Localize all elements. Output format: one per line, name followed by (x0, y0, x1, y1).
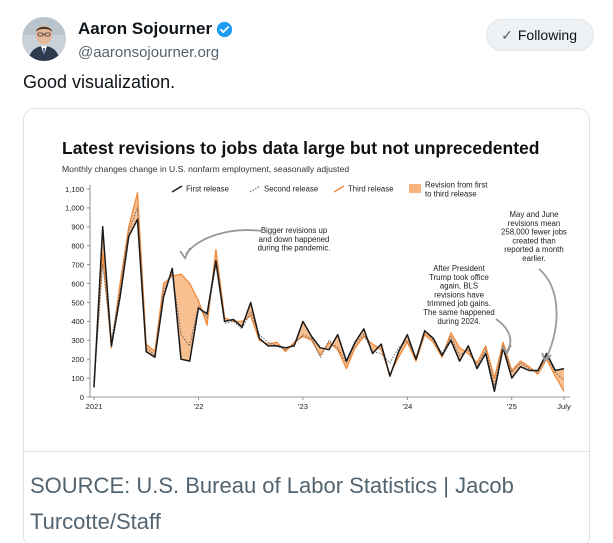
y-tick-label: 0 (80, 393, 84, 402)
x-tick-label: July (557, 402, 571, 411)
annotation-trump: After President Trump took office again, B… (423, 264, 495, 326)
y-tick-label: 800 (71, 242, 84, 251)
first-release-line (93, 218, 565, 393)
revision-band (94, 192, 564, 392)
check-icon: ✓ (501, 26, 513, 43)
x-tick-label: ’25 (507, 402, 517, 411)
y-tick-label: 600 (71, 279, 84, 288)
y-tick-label: 400 (71, 317, 84, 326)
legend-band-swatch (409, 184, 421, 193)
media-divider (24, 451, 589, 452)
author-display-name[interactable]: Aaron Sojourner (78, 19, 213, 38)
x-tick-label: ’22 (193, 402, 203, 411)
legend-second-label: Second release (264, 185, 318, 194)
following-button[interactable]: ✓ Following (486, 19, 594, 51)
chart-subtitle: Monthly changes change in U.S. nonfarm e… (62, 164, 349, 174)
chart-background (24, 109, 589, 451)
chart-legend: First release Second release Third release… (171, 181, 488, 199)
annotation-may-june: May and June revisions mean 258,000 fewer … (501, 210, 567, 263)
x-tick-label: ’24 (402, 402, 412, 411)
series-lines (93, 192, 565, 393)
avatar-portrait-icon (22, 17, 66, 61)
legend-first-label: First release (186, 185, 229, 194)
y-tick-label: 900 (71, 223, 84, 232)
author-info: Aaron Sojourner @aaronsojourner.org (78, 19, 233, 61)
legend-second-swatch (249, 185, 261, 193)
post-header: Aaron Sojourner @aaronsojourner.org ✓ Fo… (22, 13, 594, 65)
author-handle[interactable]: @aaronsojourner.org (78, 44, 220, 61)
x-tick-label: ’23 (298, 402, 308, 411)
y-tick-label: 1,100 (65, 185, 84, 194)
revision-band-area (94, 192, 564, 392)
y-tick-label: 500 (71, 298, 84, 307)
x-tick-label: 2021 (86, 402, 103, 411)
post-text: Good visualization. (23, 72, 176, 92)
media-caption: SOURCE: U.S. Bureau of Labor Statistics … (30, 473, 514, 534)
media-card[interactable]: Latest revisions to jobs data large but … (23, 108, 590, 543)
legend-band-label: Revision from first to third release (425, 181, 488, 199)
annotation-pandemic: Bigger revisions up and down happened duri… (258, 226, 331, 253)
verified-badge-icon (216, 21, 233, 37)
chart-title: Latest revisions to jobs data large but … (62, 138, 539, 158)
annotation-arrowhead-trump (501, 344, 512, 355)
legend-third-swatch (333, 185, 345, 193)
y-tick-label: 300 (71, 336, 84, 345)
avatar[interactable] (22, 17, 66, 61)
x-axis: 2021 ’22 ’23 ’24 ’25 July (86, 396, 571, 411)
y-tick-label: 700 (71, 260, 84, 269)
y-tick-label: 1,000 (65, 204, 84, 213)
y-axis: 0 100 200 300 400 500 600 700 800 900 1,000 1,100 (65, 185, 91, 402)
annotation-arrow-may-june (538, 268, 558, 360)
y-tick-label: 200 (71, 355, 84, 364)
annotation-arrowhead-may-june (541, 352, 552, 363)
y-tick-label: 100 (71, 374, 84, 383)
chart-annotations: Bigger revisions up and down happened duri… (179, 210, 567, 363)
legend-third-label: Third release (348, 185, 394, 194)
jobs-revisions-chart: Latest revisions to jobs data large but … (24, 109, 589, 451)
legend-first-swatch (171, 185, 183, 193)
following-label: Following (517, 27, 577, 43)
annotation-arrowhead-pandemic (179, 247, 191, 260)
